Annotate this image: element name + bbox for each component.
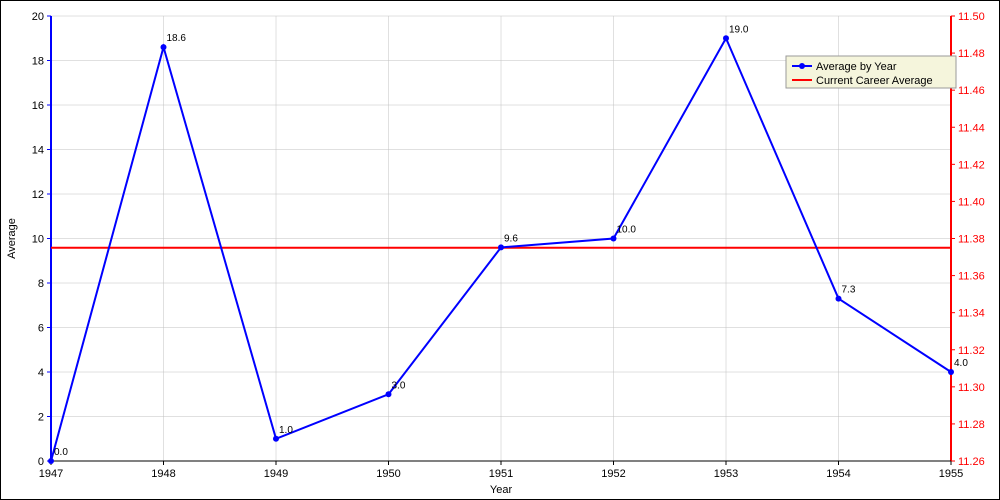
y-left-tick-label: 20 [32, 11, 44, 23]
y-left-tick-label: 16 [32, 100, 44, 112]
y-left-tick-label: 2 [38, 412, 44, 424]
data-label: 3.0 [392, 380, 406, 391]
x-tick-label: 1952 [601, 468, 625, 480]
data-label: 10.0 [617, 225, 637, 236]
x-label: Year [490, 484, 513, 496]
data-marker [386, 391, 392, 397]
data-marker [498, 244, 504, 250]
data-marker [611, 236, 617, 242]
data-label: 4.0 [954, 358, 968, 369]
data-label: 18.6 [167, 33, 187, 44]
y-right-tick-label: 11.40 [958, 196, 985, 208]
y-right-tick-label: 11.38 [958, 234, 985, 246]
data-label: 1.0 [279, 425, 293, 436]
x-tick-label: 1951 [489, 468, 513, 480]
data-label: 9.6 [504, 233, 518, 244]
data-label: 7.3 [842, 285, 856, 296]
y-left-tick-label: 18 [32, 56, 44, 68]
y-left-tick-label: 6 [38, 323, 44, 335]
x-tick-label: 1949 [264, 468, 288, 480]
y-right-tick-label: 11.50 [958, 11, 985, 23]
chart-svg: 0 2 4 6 8 10 12 14 16 18 20 Average 11.26 11.28 11.30 1… [1, 1, 999, 499]
data-marker [948, 369, 954, 375]
y-left-tick-label: 8 [38, 278, 44, 290]
x-tick-label: 1955 [939, 468, 963, 480]
data-label: 19.0 [729, 24, 749, 35]
y-right-tick-label: 11.48 [958, 48, 985, 60]
x-tick-label: 1954 [826, 468, 850, 480]
x-tick-label: 1953 [714, 468, 738, 480]
x-tick-label: 1950 [376, 468, 400, 480]
chart-container: 0 2 4 6 8 10 12 14 16 18 20 Average 11.26 11.28 11.30 1… [0, 0, 1000, 500]
legend-label-1: Average by Year [816, 61, 897, 73]
data-marker [273, 436, 279, 442]
y-right-tick-label: 11.44 [958, 122, 985, 134]
y-left-label: Average [6, 218, 18, 259]
y-right-tick-label: 11.30 [958, 382, 985, 394]
y-left-tick-label: 12 [32, 189, 44, 201]
y-right-tick-label: 11.28 [958, 419, 985, 431]
y-right-tick-label: 11.26 [958, 456, 985, 468]
y-right-tick-label: 11.42 [958, 159, 985, 171]
data-marker [836, 296, 842, 302]
y-right-tick-label: 11.32 [958, 345, 985, 357]
legend-swatch-marker [799, 63, 805, 69]
data-marker [723, 35, 729, 41]
y-right-tick-label: 11.34 [958, 308, 985, 320]
y-right-tick-label: 11.46 [958, 85, 985, 97]
y-left-tick-label: 4 [38, 367, 44, 379]
x-tick-label: 1948 [151, 468, 175, 480]
y-left-tick-label: 10 [32, 234, 44, 246]
data-marker [161, 44, 167, 50]
y-left-tick-label: 14 [32, 145, 44, 157]
data-marker [48, 458, 54, 464]
data-label: 0.0 [54, 447, 68, 458]
y-left-tick-label: 0 [38, 456, 44, 468]
y-right-tick-label: 11.36 [958, 271, 985, 283]
legend-label-2: Current Career Average [816, 75, 933, 87]
x-tick-label: 1947 [39, 468, 63, 480]
